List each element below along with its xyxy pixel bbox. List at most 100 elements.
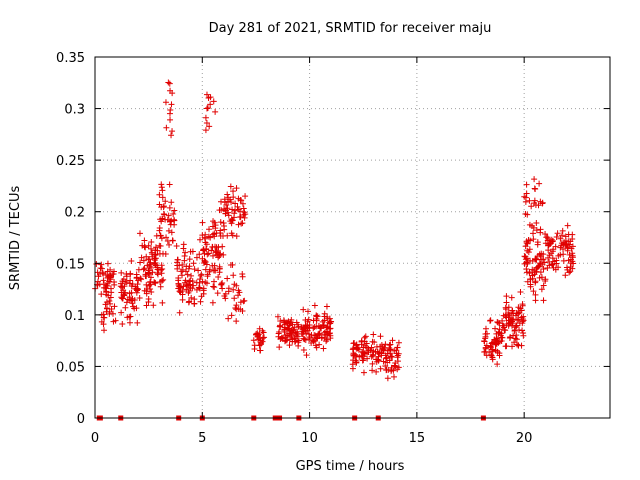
- data-point: [219, 285, 226, 292]
- x-axis-title: GPS time / hours: [296, 459, 405, 474]
- data-point: [358, 352, 365, 359]
- data-point: [97, 265, 104, 272]
- data-point: [382, 341, 389, 348]
- data-point: [395, 339, 402, 346]
- data-point: [171, 207, 178, 214]
- data-point: [201, 257, 208, 264]
- data-point: [173, 243, 180, 250]
- data-points: [92, 79, 577, 421]
- data-point: [197, 272, 204, 279]
- data-point: [233, 233, 240, 240]
- data-point: [220, 220, 227, 227]
- data-point: [288, 326, 295, 333]
- x-tick-label: 10: [301, 431, 318, 446]
- data-point: [162, 198, 169, 205]
- data-point: [533, 220, 540, 227]
- data-point: [482, 348, 489, 355]
- data-point: [566, 241, 573, 248]
- data-point: [317, 325, 324, 332]
- data-point: [389, 337, 396, 344]
- data-point: [254, 333, 261, 340]
- data-point: [226, 196, 233, 203]
- data-point: [314, 313, 321, 320]
- data-point: [375, 350, 382, 357]
- data-point: [540, 282, 547, 289]
- data-point: [157, 242, 164, 249]
- data-point: [487, 317, 494, 324]
- data-point: [284, 319, 291, 326]
- data-point: [179, 296, 186, 303]
- x-tick-label: 20: [516, 431, 533, 446]
- data-point: [121, 283, 128, 290]
- data-point: [210, 98, 217, 105]
- data-point: [529, 272, 536, 279]
- data-point: [303, 352, 310, 359]
- data-point: [287, 330, 294, 337]
- data-point: [494, 318, 501, 325]
- data-point: [193, 286, 200, 293]
- data-point: [205, 250, 212, 257]
- data-point: [148, 239, 155, 246]
- data-point: [191, 266, 198, 273]
- x-tick-label: 0: [91, 431, 99, 446]
- data-point: [298, 330, 305, 337]
- data-point: [100, 270, 107, 277]
- data-point: [350, 350, 357, 357]
- data-point: [144, 262, 151, 269]
- data-point: [230, 286, 237, 293]
- data-point: [120, 276, 127, 283]
- data-point: [369, 351, 376, 358]
- data-point: [123, 279, 130, 286]
- data-point: [185, 281, 192, 288]
- data-point: [291, 335, 298, 342]
- data-point: [360, 357, 367, 364]
- data-point: [318, 334, 325, 341]
- data-point: [295, 342, 302, 349]
- data-point: [209, 223, 216, 230]
- data-point: [537, 226, 544, 233]
- data-point: [384, 375, 391, 382]
- data-point: [283, 337, 290, 344]
- data-point: [361, 350, 368, 357]
- data-point: [217, 251, 223, 258]
- data-point: [229, 206, 236, 213]
- data-point: [256, 347, 263, 354]
- data-point: [321, 329, 328, 336]
- data-point: [186, 288, 193, 295]
- data-point: [509, 320, 516, 327]
- data-point: [151, 251, 158, 258]
- data-point: [311, 302, 318, 309]
- data-point: [224, 275, 231, 282]
- data-point: [166, 204, 173, 211]
- data-point: [225, 285, 232, 292]
- data-point: [505, 304, 512, 311]
- data-point: [136, 294, 143, 301]
- data-point: [274, 313, 281, 320]
- data-point: [539, 200, 546, 207]
- data-point: [157, 266, 164, 273]
- data-point: [150, 302, 157, 309]
- y-tick-label: 0.3: [64, 103, 85, 118]
- data-point: [105, 292, 112, 299]
- data-point: [233, 185, 240, 192]
- data-point: [489, 348, 496, 355]
- data-point: [554, 230, 561, 237]
- y-tick-label: 0.35: [56, 51, 85, 66]
- data-point: [168, 132, 175, 139]
- data-point: [118, 309, 125, 316]
- data-point: [203, 91, 210, 98]
- data-point: [204, 251, 211, 258]
- data-point: [130, 303, 137, 310]
- data-point: [202, 258, 209, 265]
- data-point: [98, 261, 105, 268]
- data-point: [358, 338, 365, 345]
- data-point: [553, 234, 560, 241]
- data-point: [232, 200, 239, 207]
- data-point: [154, 247, 161, 254]
- data-point: [203, 119, 210, 126]
- data-point: [162, 251, 169, 258]
- data-point: [531, 176, 538, 183]
- data-point: [143, 302, 150, 309]
- data-point: [241, 297, 248, 304]
- data-point: [542, 276, 549, 283]
